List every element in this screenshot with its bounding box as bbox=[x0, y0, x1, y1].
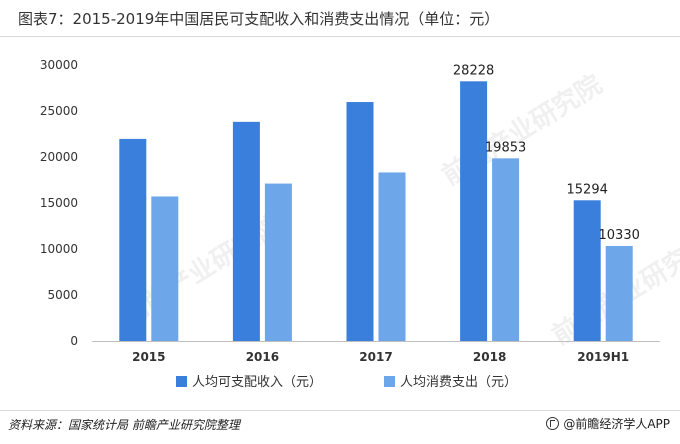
y-tick-label: 15000 bbox=[40, 196, 78, 210]
bar-spending bbox=[151, 196, 179, 341]
data-label: 28228 bbox=[453, 63, 494, 78]
legend-label: 人均消费支出（元） bbox=[400, 375, 517, 390]
bar-spending bbox=[264, 183, 292, 341]
page-title: 图表7：2015-2019年中国居民可支配收入和消费支出情况（单位：元） bbox=[18, 10, 500, 28]
bar-spending bbox=[378, 172, 406, 341]
bar-income bbox=[346, 102, 374, 341]
data-label: 19853 bbox=[485, 140, 526, 155]
brand-logo-icon bbox=[546, 417, 560, 430]
bar-income bbox=[573, 200, 601, 341]
legend-label: 人均可支配收入（元） bbox=[192, 375, 322, 390]
y-tick-label: 25000 bbox=[40, 104, 78, 118]
bar-chart: 0 5000 10000 15000 20000 25000 30000 2015 2016 20… bbox=[40, 58, 660, 390]
legend-swatch bbox=[176, 376, 187, 387]
data-label: 15294 bbox=[567, 182, 608, 197]
data-label: 10330 bbox=[599, 228, 640, 243]
y-tick-label: 5000 bbox=[47, 288, 78, 302]
bar-spending bbox=[492, 158, 520, 341]
source-note: 资料来源：国家统计局 前瞻产业研究院整理 bbox=[8, 418, 240, 432]
x-tick-label: 2015 bbox=[132, 350, 165, 364]
x-tick-label: 2016 bbox=[246, 350, 279, 364]
y-tick-label: 10000 bbox=[40, 242, 78, 256]
x-tick-label: 2017 bbox=[359, 350, 392, 364]
bar-income bbox=[119, 138, 147, 341]
brand-credit: @前瞻经济学人APP bbox=[546, 415, 670, 432]
x-tick-label: 2019H1 bbox=[577, 350, 629, 364]
y-tick-label: 20000 bbox=[40, 150, 78, 164]
y-tick-label: 30000 bbox=[40, 58, 78, 72]
bar-income bbox=[232, 121, 260, 341]
legend-swatch bbox=[384, 376, 395, 387]
bar-income bbox=[460, 81, 488, 341]
footer-divider bbox=[0, 410, 680, 411]
brand-text: @前瞻经济学人APP bbox=[563, 417, 670, 431]
bar-spending bbox=[605, 245, 633, 341]
x-tick-label: 2018 bbox=[473, 350, 506, 364]
y-tick-label: 0 bbox=[70, 334, 78, 348]
title-divider bbox=[0, 36, 680, 37]
